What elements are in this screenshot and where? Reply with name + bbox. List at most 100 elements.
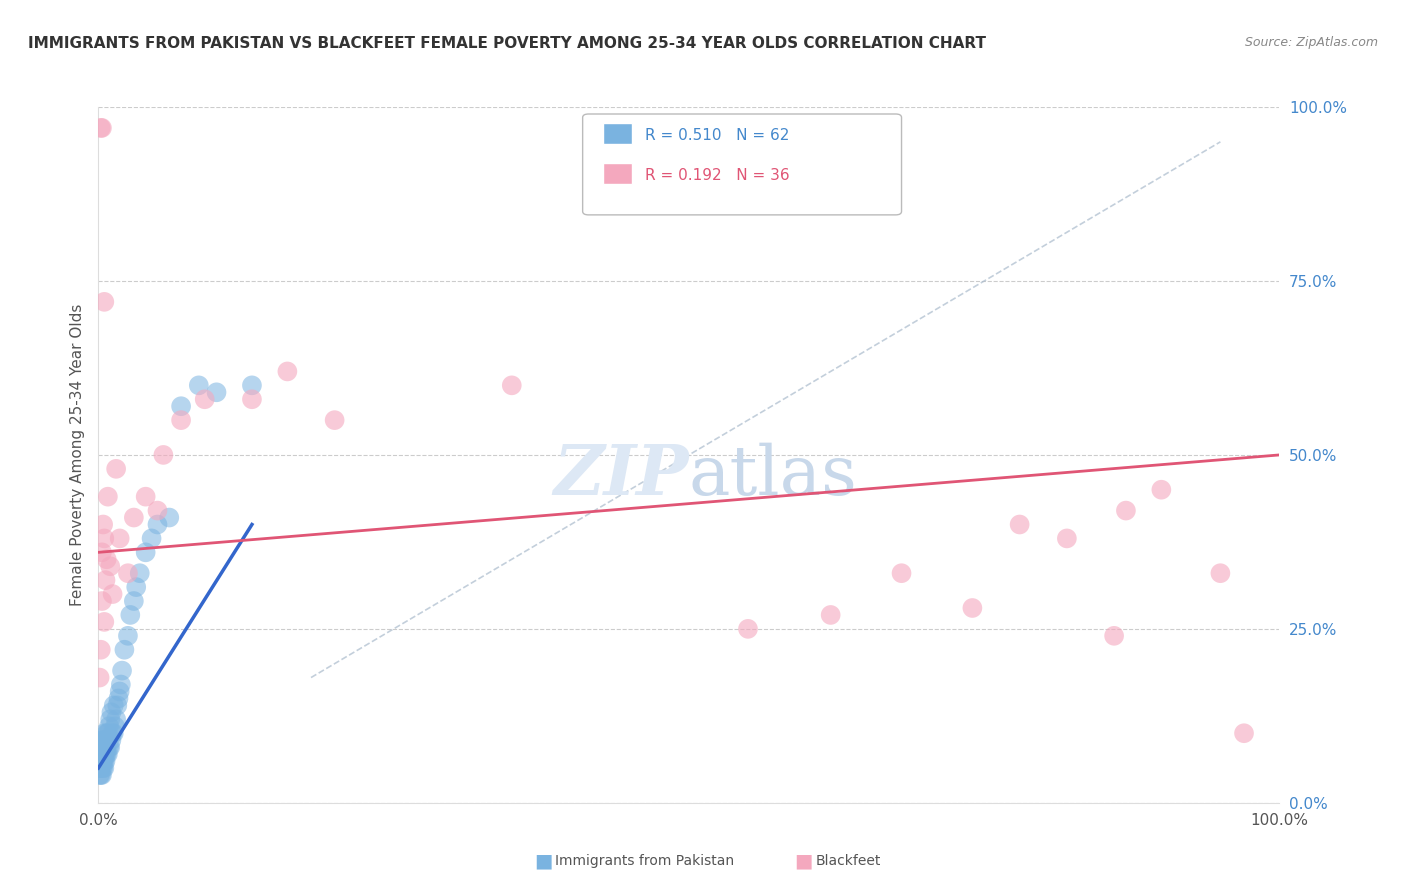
Point: [91, 120, 114, 135]
Point: [240, 392, 263, 407]
Point: [105, 698, 128, 713]
Point: [128, 566, 150, 581]
Point: [96, 740, 118, 755]
Point: [98, 740, 121, 755]
Point: [1008, 517, 1031, 532]
Point: [135, 545, 157, 559]
Point: [89, 754, 111, 768]
Point: [96, 747, 118, 761]
Point: [91, 754, 114, 768]
Point: [93, 615, 115, 629]
Point: [94, 573, 117, 587]
Text: Blackfeet: Blackfeet: [815, 854, 880, 868]
Point: [91, 768, 114, 782]
Point: [170, 399, 193, 413]
Point: [108, 532, 131, 546]
Point: [122, 594, 145, 608]
FancyBboxPatch shape: [582, 114, 901, 215]
Point: [94, 747, 117, 761]
Point: [962, 601, 984, 615]
Point: [141, 532, 163, 546]
Point: [157, 510, 180, 524]
Point: [105, 712, 128, 726]
Point: [91, 747, 114, 761]
Point: [1102, 629, 1125, 643]
Point: [110, 677, 132, 691]
Text: R = 0.510   N = 62: R = 0.510 N = 62: [645, 128, 790, 143]
Point: [91, 594, 114, 608]
Point: [93, 294, 115, 309]
Point: [1233, 726, 1256, 740]
Point: [135, 490, 157, 504]
Point: [90, 747, 112, 761]
Point: [89, 761, 111, 775]
Point: [323, 413, 346, 427]
Point: [101, 726, 124, 740]
Point: [90, 642, 112, 657]
Point: [103, 698, 125, 713]
Point: [97, 490, 120, 504]
Point: [93, 754, 115, 768]
Point: [93, 726, 115, 740]
Point: [112, 642, 135, 657]
Point: [737, 622, 759, 636]
Point: [94, 754, 117, 768]
Point: [91, 740, 114, 755]
Point: [104, 719, 127, 733]
Point: [94, 733, 117, 747]
Point: [89, 671, 111, 685]
Point: [90, 740, 112, 755]
Point: [93, 532, 115, 546]
Point: [146, 503, 169, 517]
Point: [89, 747, 111, 761]
Point: [117, 566, 139, 581]
Point: [1150, 483, 1173, 497]
Point: [93, 747, 115, 761]
Text: atlas: atlas: [689, 442, 858, 509]
Point: [93, 761, 115, 775]
Point: [108, 684, 131, 698]
Point: [98, 559, 121, 574]
Point: [96, 552, 118, 566]
Point: [1115, 503, 1137, 517]
Point: [890, 566, 912, 581]
Point: [98, 719, 121, 733]
Text: ZIP: ZIP: [554, 442, 689, 509]
Text: ■: ■: [794, 851, 813, 871]
Text: R = 0.192   N = 36: R = 0.192 N = 36: [645, 168, 790, 183]
Point: [97, 726, 120, 740]
Point: [194, 392, 217, 407]
Point: [89, 768, 111, 782]
Point: [120, 607, 142, 622]
Point: [90, 120, 112, 135]
Point: [90, 768, 112, 782]
Point: [98, 712, 121, 726]
Point: [89, 740, 111, 755]
Point: [91, 761, 114, 775]
Text: Source: ZipAtlas.com: Source: ZipAtlas.com: [1244, 36, 1378, 49]
Bar: [603, 162, 633, 184]
Text: Immigrants from Pakistan: Immigrants from Pakistan: [555, 854, 734, 868]
Point: [105, 462, 128, 476]
Point: [91, 733, 114, 747]
Point: [107, 691, 129, 706]
Point: [117, 629, 139, 643]
Point: [187, 378, 209, 392]
Point: [96, 726, 118, 740]
Text: ■: ■: [534, 851, 553, 871]
Point: [91, 545, 114, 559]
Point: [122, 510, 145, 524]
Point: [91, 517, 114, 532]
Point: [91, 761, 114, 775]
Point: [276, 364, 298, 378]
Point: [101, 587, 124, 601]
Point: [103, 726, 125, 740]
Point: [146, 517, 169, 532]
Point: [90, 733, 112, 747]
Point: [1056, 532, 1078, 546]
Point: [501, 378, 523, 392]
Point: [91, 747, 114, 761]
Point: [111, 664, 134, 678]
Point: [240, 378, 263, 392]
Point: [170, 413, 193, 427]
